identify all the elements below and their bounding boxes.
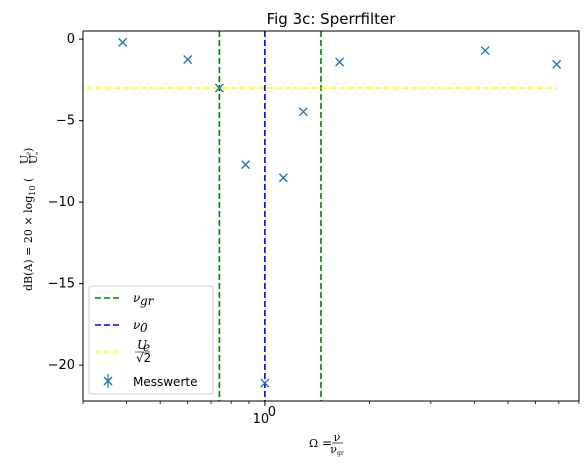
y-tick-label: −10: [48, 195, 75, 210]
data-point: [278, 173, 288, 183]
y-axis-label: dB(A) = 20 × log10 ( Ua Ue ): [18, 148, 40, 291]
x-axis: 100: [82, 401, 580, 427]
svg-text:dB(A) = 20 × log10 (: dB(A) = 20 × log10 (: [22, 178, 37, 291]
legend-label: ν gr: [133, 291, 155, 308]
svg-text:Ω: Ω: [309, 437, 318, 450]
y-axis: 0 −5 −10 −15 −20: [48, 32, 83, 373]
x-tick-label-exponent: 0: [268, 405, 276, 420]
svg-text:=: =: [322, 436, 332, 450]
svg-text:): ): [22, 148, 35, 152]
reference-lines: [87, 31, 557, 401]
data-point: [183, 55, 193, 65]
svg-text:Ue: Ue: [27, 152, 40, 164]
svg-text:gr: gr: [140, 294, 155, 308]
data-point: [260, 378, 270, 388]
x-axis-label: Ω = ν νgr: [309, 431, 344, 457]
y-tick-label: 0: [67, 32, 75, 47]
y-tick-label: −5: [56, 114, 75, 129]
data-point: [480, 46, 490, 56]
x-tick-label: 10: [253, 412, 270, 427]
svg-text:ν: ν: [133, 291, 140, 305]
svg-text:νgr: νgr: [330, 443, 344, 457]
data-point: [241, 160, 251, 170]
data-points: [118, 37, 562, 388]
svg-text:0: 0: [140, 321, 148, 335]
plot-frame: [82, 30, 580, 402]
svg-text:U: U: [137, 338, 148, 352]
data-point: [118, 37, 128, 47]
svg-text:ν: ν: [334, 431, 341, 444]
data-point: [552, 59, 562, 69]
svg-text:Messwerte: Messwerte: [133, 375, 197, 389]
svg-text:e: e: [143, 340, 150, 354]
data-point: [335, 57, 345, 67]
chart-title: Fig 3c: Sperrfilter: [267, 10, 397, 28]
legend-label: Messwerte: [133, 375, 197, 389]
y-tick-label: −20: [48, 358, 75, 373]
svg-text:Ua: Ua: [18, 152, 31, 164]
data-point: [298, 107, 308, 117]
svg-text:ν: ν: [133, 318, 140, 332]
legend-box: [88, 285, 214, 395]
data-point: [214, 83, 224, 93]
y-tick-label: −15: [48, 277, 75, 292]
svg-text:√2: √2: [136, 351, 151, 365]
legend-label: Ue√2: [135, 338, 151, 365]
